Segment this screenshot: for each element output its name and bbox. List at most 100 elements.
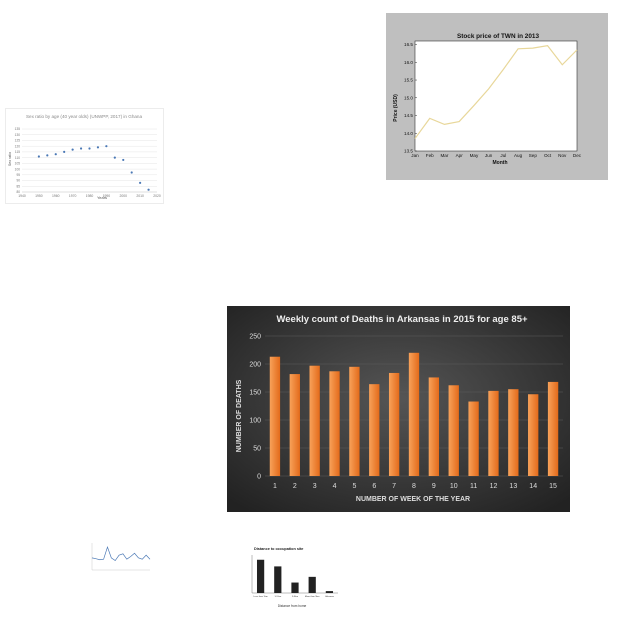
stock-xlabel: Month bbox=[493, 160, 508, 166]
stock-price-svg: Stock price of TWN in 2013 Month Price (… bbox=[393, 33, 582, 166]
sex-x-tick: 2020 bbox=[153, 194, 161, 198]
stock-y-tick: 14.5 bbox=[404, 113, 413, 118]
sex-y-tick: 110 bbox=[15, 156, 20, 160]
sex-point bbox=[54, 153, 57, 156]
sex-point bbox=[37, 155, 40, 158]
sex-y-tick: 130 bbox=[15, 133, 21, 137]
deaths-x-tick: 8 bbox=[412, 483, 416, 490]
deaths-bar bbox=[329, 371, 340, 476]
stock-x-tick: Mar bbox=[440, 153, 448, 158]
deaths-bar bbox=[448, 385, 459, 476]
stock-x-tick: Jan bbox=[411, 153, 419, 158]
deaths-bar bbox=[349, 366, 360, 476]
deaths-y-tick: 100 bbox=[249, 417, 261, 424]
deaths-ylabel: NUMBER OF DEATHS bbox=[236, 379, 243, 452]
occupation-distance-chart: Distance to occupation site Distance fro… bbox=[238, 543, 342, 610]
deaths-y-tick: 150 bbox=[249, 389, 261, 396]
sex-x-tick: 1940 bbox=[18, 194, 26, 198]
occ-x-tick: 3-5km bbox=[292, 596, 298, 598]
stock-x-tick: Dec bbox=[573, 153, 582, 158]
deaths-bar bbox=[408, 352, 420, 476]
stock-y-tick: 13.5 bbox=[404, 149, 413, 154]
sex-y-tick: 115 bbox=[15, 150, 20, 154]
mini-line-chart bbox=[86, 539, 154, 575]
deaths-bar bbox=[269, 356, 281, 476]
sex-point bbox=[130, 171, 133, 174]
stock-x-tick: Jun bbox=[485, 153, 493, 158]
sex-x-tick: 2000 bbox=[119, 194, 127, 198]
deaths-x-tick: 12 bbox=[490, 483, 498, 490]
sex-point bbox=[63, 150, 66, 154]
occ-x-tick: More than 5km bbox=[305, 595, 320, 598]
sex-x-tick: 1960 bbox=[52, 194, 60, 198]
deaths-x-tick: 2 bbox=[293, 483, 297, 490]
deaths-x-tick: 10 bbox=[450, 483, 458, 490]
sex-ratio-svg: Sex ratio by age (40 year olds) (UNWPP, … bbox=[8, 114, 161, 200]
deaths-x-tick: 11 bbox=[470, 483, 477, 490]
deaths-bar bbox=[388, 372, 400, 476]
sex-x-tick: 1980 bbox=[86, 194, 94, 198]
stock-x-tick: Nov bbox=[558, 153, 567, 158]
stock-x-tick: Aug bbox=[514, 153, 523, 158]
deaths-y-tick: 200 bbox=[249, 361, 261, 368]
stock-x-tick: Feb bbox=[426, 153, 434, 158]
stock-plot-area bbox=[414, 40, 578, 152]
occ-x-tick: Less than 1km bbox=[253, 595, 267, 598]
deaths-x-tick: 4 bbox=[333, 483, 337, 490]
mini-line-svg bbox=[91, 543, 151, 571]
deaths-bar bbox=[289, 374, 300, 476]
sex-y-tick: 95 bbox=[16, 173, 20, 177]
occ-bar bbox=[325, 591, 334, 593]
sex-x-tick: 1970 bbox=[69, 194, 77, 198]
deaths-y-tick: 50 bbox=[253, 445, 261, 452]
weekly-deaths-chart: Weekly count of Deaths in Arkansas in 20… bbox=[227, 306, 570, 512]
deaths-x-tick: 13 bbox=[509, 483, 517, 490]
sex-ratio-title: Sex ratio by age (40 year olds) (UNWPP, … bbox=[26, 114, 143, 119]
sex-y-tick: 90 bbox=[16, 179, 20, 183]
occ-x-tick: Unknown bbox=[325, 596, 335, 598]
stock-x-tick: Sep bbox=[529, 153, 538, 158]
sex-point bbox=[113, 156, 116, 159]
sex-x-tick: 1950 bbox=[35, 194, 43, 198]
mini-series-line bbox=[91, 545, 151, 562]
stock-series-line bbox=[414, 44, 578, 139]
occ-bar bbox=[256, 559, 265, 593]
deaths-xlabel: NUMBER OF WEEK OF THE YEAR bbox=[356, 496, 470, 503]
deaths-x-tick: 1 bbox=[273, 483, 277, 490]
deaths-bar bbox=[468, 401, 479, 476]
deaths-bar bbox=[528, 394, 539, 476]
sex-y-tick: 80 bbox=[16, 190, 20, 194]
deaths-x-tick: 5 bbox=[352, 483, 356, 490]
sex-point bbox=[46, 154, 49, 157]
sex-ratio-chart: Sex ratio by age (40 year olds) (UNWPP, … bbox=[5, 108, 164, 204]
deaths-x-tick: 6 bbox=[372, 483, 376, 490]
sex-y-tick: 85 bbox=[16, 184, 20, 188]
sex-y-tick: 105 bbox=[15, 162, 21, 166]
deaths-bar bbox=[309, 365, 320, 476]
deaths-y-tick: 0 bbox=[257, 473, 261, 480]
deaths-x-tick: 15 bbox=[549, 483, 557, 490]
sex-point bbox=[122, 158, 125, 162]
deaths-title: Weekly count of Deaths in Arkansas in 20… bbox=[276, 314, 528, 325]
deaths-bar bbox=[508, 389, 519, 476]
sex-point bbox=[79, 147, 83, 150]
stock-y-tick: 15.0 bbox=[404, 95, 413, 100]
deaths-x-tick: 7 bbox=[392, 483, 396, 490]
deaths-bar bbox=[428, 377, 440, 476]
sex-x-tick: 1990 bbox=[103, 194, 111, 198]
deaths-bar bbox=[369, 384, 380, 476]
weekly-deaths-svg: Weekly count of Deaths in Arkansas in 20… bbox=[227, 306, 570, 512]
sex-ratio-xlabel: Years bbox=[97, 195, 107, 200]
sex-y-tick: 120 bbox=[15, 144, 21, 148]
stock-title: Stock price of TWN in 2013 bbox=[457, 33, 539, 40]
deaths-y-tick: 250 bbox=[249, 333, 261, 340]
sex-y-tick: 135 bbox=[15, 127, 21, 131]
sex-point bbox=[71, 148, 74, 151]
sex-point bbox=[147, 188, 150, 191]
stock-y-tick: 16.0 bbox=[404, 60, 413, 65]
stock-y-tick: 16.5 bbox=[404, 42, 413, 47]
stock-x-tick: Jul bbox=[500, 153, 506, 158]
sex-ratio-ylabel: Sex ratio bbox=[8, 152, 12, 166]
stock-y-tick: 14.0 bbox=[404, 131, 413, 136]
occ-x-tick: 1-3 km bbox=[274, 596, 281, 598]
